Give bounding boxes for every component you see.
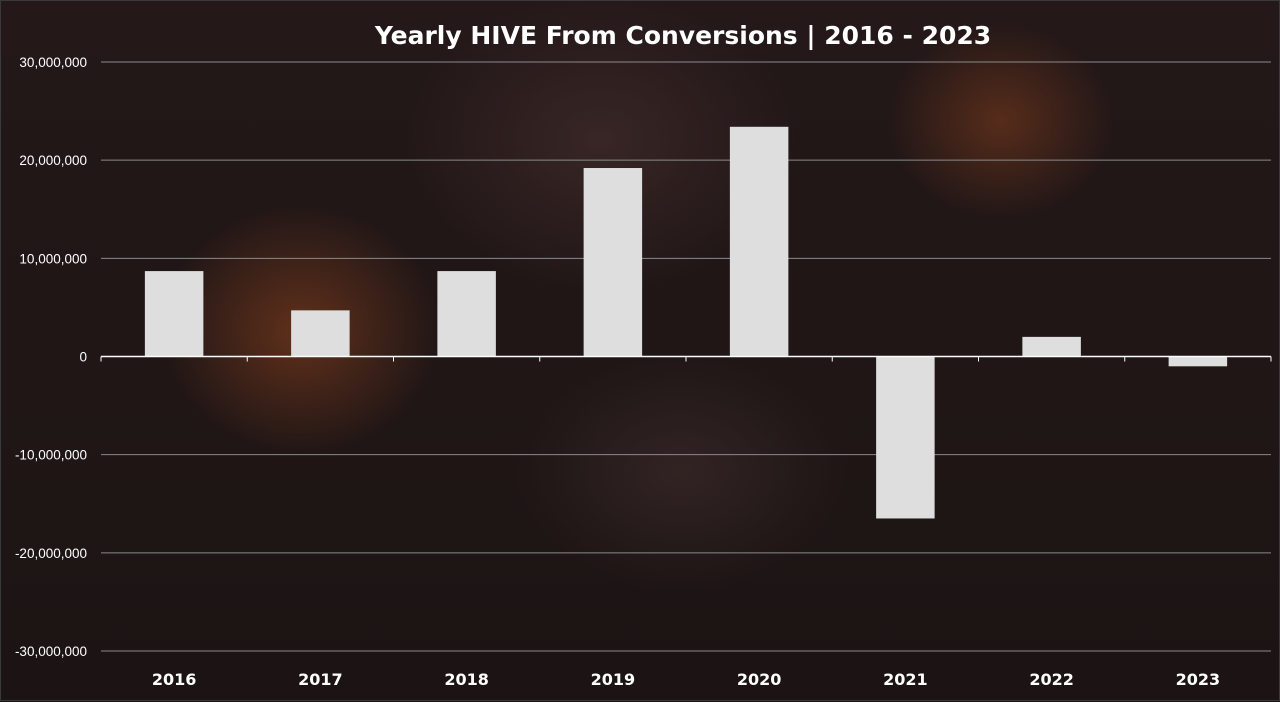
x-tick-label: 2020 [737, 670, 782, 689]
x-tick-label: 2017 [298, 670, 343, 689]
x-tick-label: 2022 [1029, 670, 1074, 689]
y-tick-label: 30,000,000 [19, 55, 87, 70]
bar-2021 [876, 356, 935, 519]
x-tick-label: 2018 [444, 670, 489, 689]
x-tick-label: 2019 [591, 670, 636, 689]
zero-axis [100, 355, 1272, 362]
gridlines [101, 61, 1271, 652]
bar-2016 [144, 271, 204, 357]
bar-2017 [291, 310, 350, 357]
bars [144, 126, 1228, 519]
y-axis-ticks: 30,000,000 20,000,000 10,000,000 0 -10,000,0… [15, 55, 87, 659]
bar-2018 [437, 271, 496, 357]
bar-2022 [1022, 336, 1081, 357]
x-tick-label: 2016 [152, 670, 197, 689]
y-tick-label: -20,000,000 [15, 546, 87, 561]
y-tick-label: -30,000,000 [15, 644, 87, 659]
y-tick-label: 10,000,000 [19, 251, 87, 266]
chart-title: Yearly HIVE From Conversions | 2016 - 20… [374, 21, 991, 50]
y-tick-label: 0 [79, 350, 87, 365]
y-tick-label: 20,000,000 [19, 153, 87, 168]
bar-2023 [1168, 356, 1228, 367]
x-axis-ticks: 2016 2017 2018 2019 2020 2021 2022 2023 [152, 670, 1220, 689]
bar-2019 [583, 168, 643, 357]
bar-2020 [729, 126, 789, 357]
x-tick-label: 2021 [883, 670, 928, 689]
y-tick-label: -10,000,000 [15, 448, 87, 463]
x-tick-label: 2023 [1176, 670, 1221, 689]
